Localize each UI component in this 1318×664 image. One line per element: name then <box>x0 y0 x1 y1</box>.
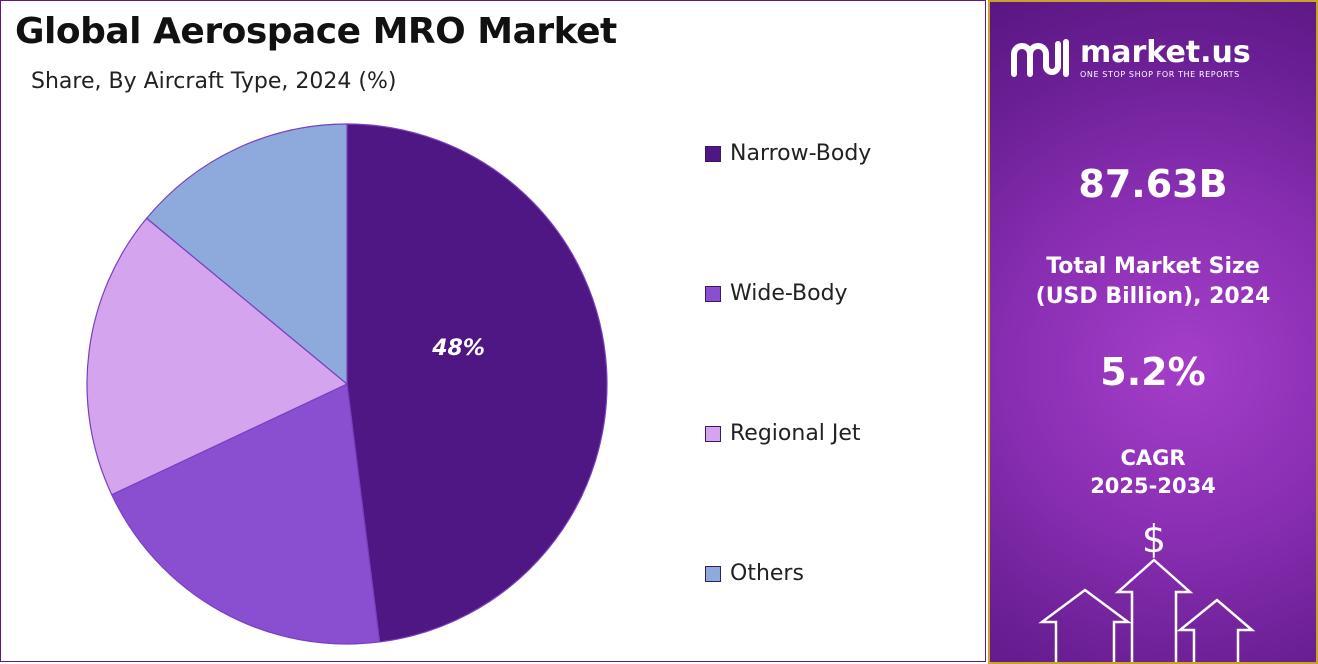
legend-label-regional-jet: Regional Jet <box>730 421 861 446</box>
chart-subtitle: Share, By Aircraft Type, 2024 (%) <box>31 69 397 94</box>
legend-swatch-regional-jet <box>705 425 721 442</box>
chart-title: Global Aerospace MRO Market <box>15 11 617 52</box>
market-size-label-line1: Total Market Size <box>1046 254 1260 279</box>
cagr-label-line2: 2025-2034 <box>1090 474 1216 498</box>
market-size-label-line2: (USD Billion), 2024 <box>1035 284 1271 309</box>
pie-slice-narrow-body <box>346 123 608 643</box>
arrow-up-center-icon <box>1114 558 1194 662</box>
arrow-up-left-icon <box>1038 588 1132 662</box>
market-us-logo-icon <box>1011 39 1069 77</box>
chart-panel: Global Aerospace MRO Market Share, By Ai… <box>0 0 986 662</box>
cagr-label: CAGR 2025-2034 <box>990 444 1316 500</box>
market-size-value: 87.63B <box>1078 162 1228 206</box>
legend-item-wide-body: Wide-Body <box>705 281 848 306</box>
legend-swatch-narrow-body <box>705 145 721 162</box>
summary-panel: market.us ONE STOP SHOP FOR THE REPORTS … <box>988 0 1318 664</box>
legend-item-regional-jet: Regional Jet <box>705 421 861 446</box>
pie-slice-others <box>145 123 348 386</box>
pie-slice-wide-body <box>110 383 381 645</box>
growth-arrows-icon: $ <box>1038 517 1256 662</box>
legend-swatch-others <box>705 565 721 582</box>
legend-item-others: Others <box>705 561 804 586</box>
data-label-narrow-body: 48% <box>431 336 485 361</box>
legend-label-wide-body: Wide-Body <box>730 281 848 306</box>
brand-tagline: ONE STOP SHOP FOR THE REPORTS <box>1080 69 1240 79</box>
arrow-up-right-icon <box>1176 598 1256 662</box>
market-size-label: Total Market Size (USD Billion), 2024 <box>990 252 1316 312</box>
legend-label-others: Others <box>730 561 804 586</box>
cagr-label-line1: CAGR <box>1120 446 1186 470</box>
pie-slice-regional-jet <box>86 217 349 496</box>
legend-item-narrow-body: Narrow-Body <box>705 141 871 166</box>
brand-logo: market.us ONE STOP SHOP FOR THE REPORTS <box>1010 36 1251 80</box>
dollar-icon: $ <box>1142 517 1166 561</box>
brand-name: market.us <box>1080 34 1251 70</box>
cagr-value: 5.2% <box>1100 350 1206 394</box>
legend-swatch-wide-body <box>705 285 721 302</box>
legend-label-narrow-body: Narrow-Body <box>730 141 872 166</box>
pie-chart: 48% <box>86 123 608 645</box>
